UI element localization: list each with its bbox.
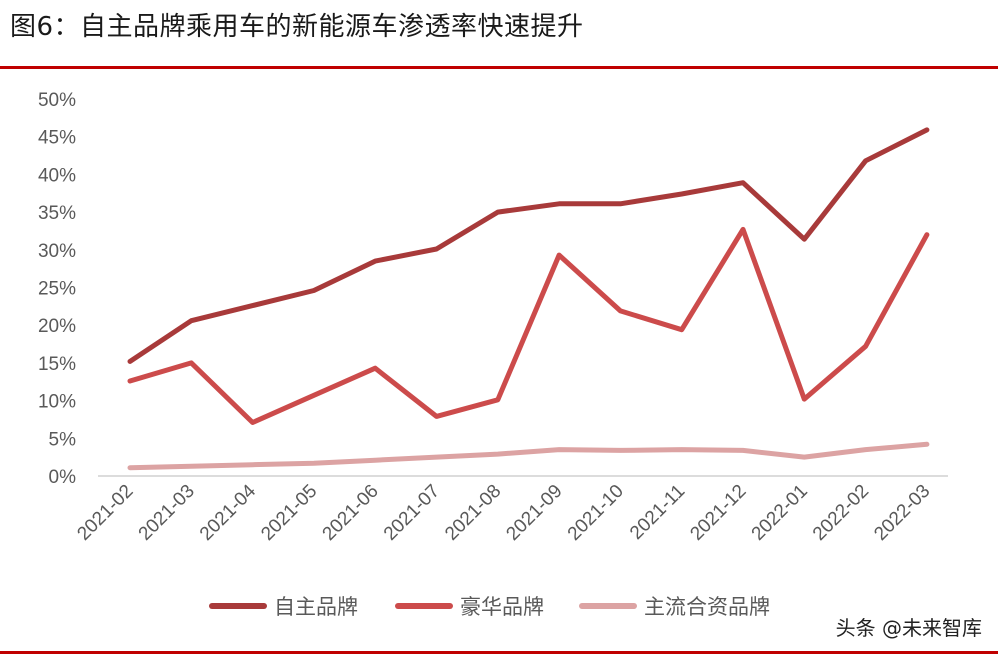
watermark: 头条 @未来智库	[835, 616, 982, 640]
x-tick-label: 2021-03	[135, 481, 199, 545]
y-tick-label: 45%	[38, 128, 76, 149]
series-line	[127, 226, 930, 425]
x-tick-label: 2021-11	[626, 481, 689, 544]
x-tick-label: 2021-02	[73, 481, 137, 545]
x-tick-label: 2021-07	[380, 481, 444, 545]
y-tick-label: 25%	[38, 279, 76, 300]
legend-label: 主流合资品牌	[644, 596, 770, 619]
series-lines	[127, 127, 930, 471]
y-tick-label: 0%	[49, 467, 77, 488]
x-tick-label: 2021-05	[257, 481, 321, 545]
legend-label: 豪华品牌	[460, 596, 544, 619]
top-divider	[0, 66, 998, 69]
x-tick-label: 2022-03	[870, 481, 934, 545]
x-tick-label: 2021-10	[564, 481, 628, 545]
x-tick-label: 2021-04	[196, 480, 260, 544]
bottom-divider	[0, 651, 998, 654]
y-tick-label: 15%	[38, 354, 76, 375]
line-chart: 0%5%10%15%20%25%30%35%40%45%50% 2021-022…	[38, 90, 948, 619]
x-tick-label: 2022-02	[809, 481, 873, 545]
y-tick-label: 40%	[38, 165, 76, 186]
y-tick-label: 20%	[38, 316, 76, 337]
x-tick-label: 2021-09	[502, 481, 566, 545]
y-tick-label: 5%	[49, 429, 77, 450]
x-tick-label: 2021-08	[441, 481, 505, 545]
y-tick-label: 35%	[38, 203, 76, 224]
x-tick-label: 2021-06	[319, 481, 383, 545]
x-tick-label: 2022-01	[748, 481, 812, 545]
series-line	[127, 127, 930, 364]
x-axis-ticks: 2021-022021-032021-042021-052021-062021-…	[73, 480, 934, 544]
y-axis-ticks: 0% 5% 10% 15% 20% 25% 30% 35% 40% 45% 50%	[38, 90, 76, 488]
y-tick-label: 30%	[38, 241, 76, 262]
x-tick-label: 2021-12	[686, 481, 750, 545]
legend-label: 自主品牌	[274, 596, 358, 619]
legend: 自主品牌 豪华品牌 主流合资品牌	[209, 596, 770, 619]
y-tick-label: 10%	[38, 392, 76, 413]
series-line	[127, 441, 930, 471]
y-tick-label: 50%	[38, 90, 76, 111]
chart-title: 图6：自主品牌乘用车的新能源车渗透率快速提升	[10, 12, 584, 42]
